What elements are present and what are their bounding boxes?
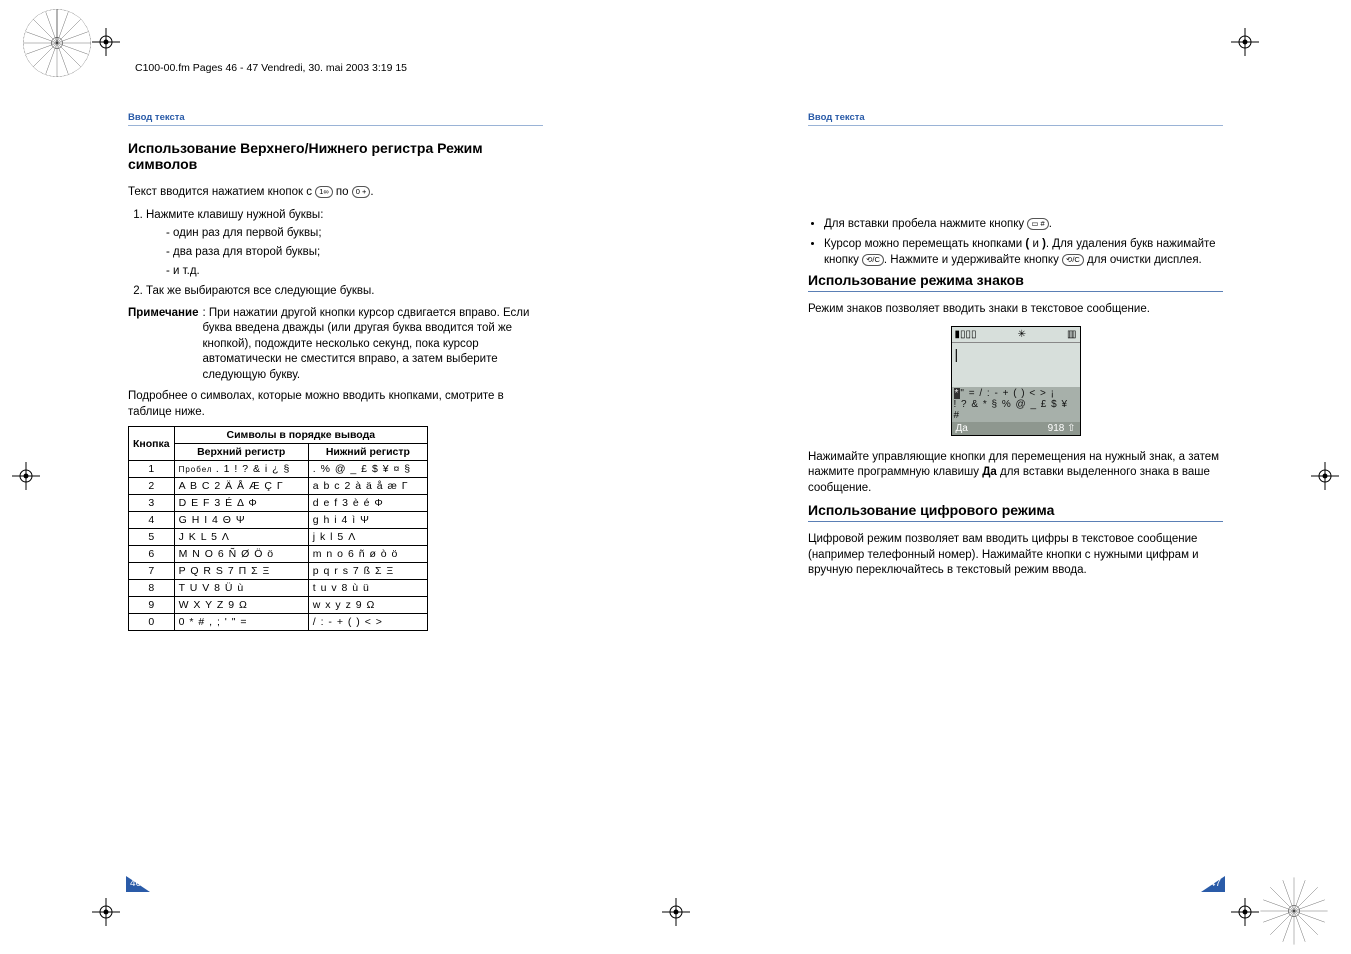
signal-icon: ▮▯▯▯	[955, 329, 977, 340]
th-lower: Нижний регистр	[308, 444, 427, 461]
para-digits: Цифровой режим позволяет вам вводить циф…	[808, 532, 1223, 579]
table-intro: Подробнее о символах, которые можно ввод…	[128, 389, 543, 420]
note-block: Примечание : При нажатии другой кнопки к…	[128, 306, 543, 384]
intro-paragraph: Текст вводится нажатием кнопок с 1∞ по 0…	[128, 185, 543, 201]
mode-icon: ✳	[1018, 329, 1026, 340]
phone-text-area: |	[952, 343, 1080, 387]
step-2: Так же выбираются все следующие буквы.	[146, 283, 543, 300]
section-title: Использование режима знаков	[808, 272, 1223, 292]
softkey-right: 918 ⇧	[1048, 423, 1076, 434]
characters-table: Кнопка Символы в порядке вывода Верхний …	[128, 426, 428, 631]
section-title: Использование цифрового режима	[808, 502, 1223, 522]
running-head: Ввод текста	[808, 112, 1223, 126]
running-head: Ввод текста	[128, 112, 543, 126]
table-row: 4G H I 4 Θ Ψg h i 4 ì Ψ	[129, 512, 428, 529]
key-1-icon: 1∞	[315, 186, 333, 198]
registration-mark-icon	[92, 898, 120, 926]
phone-status-bar: ▮▯▯▯ ✳ ▥	[952, 327, 1080, 343]
key-hash-icon: ▭ #	[1027, 218, 1048, 230]
table-row: 5J K L 5 Λj k l 5 Λ	[129, 529, 428, 546]
bullets: Для вставки пробела нажмите кнопку ▭ #. …	[808, 216, 1223, 268]
nav-left-icon: (	[1025, 238, 1029, 250]
table-row: 9W X Y Z 9 Ωw x y z 9 Ω	[129, 597, 428, 614]
rosette-icon	[22, 8, 92, 78]
registration-mark-icon	[12, 462, 40, 490]
table-row: 00 * # , ; ' " =/ : - + ( ) < >	[129, 614, 428, 631]
key-0-icon: 0 +	[352, 186, 371, 198]
registration-mark-icon	[1311, 462, 1339, 490]
section-title: Использование Верхнего/Нижнего регистра …	[128, 140, 543, 175]
phone-screen: ▮▯▯▯ ✳ ▥ | *" = / : - + ( ) < > ¡ ! ? & …	[951, 326, 1081, 436]
key-clear-icon: ⟲/C	[862, 254, 884, 266]
page-number-right: 47	[1201, 876, 1225, 892]
bullet-cursor: Курсор можно перемещать кнопками ( и ). …	[824, 236, 1223, 268]
battery-icon: ▥	[1067, 329, 1076, 340]
step-1: Нажмите клавишу нужной буквы: - один раз…	[146, 207, 543, 280]
page-number-left: 46	[126, 876, 150, 892]
table-row: 1Пробел . 1 ! ? & i ¿ §. % @ _ £ $ ¥ ¤ §	[129, 461, 428, 478]
para-signs: Режим знаков позволяет вводить знаки в т…	[808, 302, 1223, 318]
rosette-icon	[1259, 876, 1329, 946]
page-left: Ввод текста Использование Верхнего/Нижне…	[128, 112, 543, 884]
registration-mark-icon	[92, 28, 120, 56]
page-spread: Ввод текста Использование Верхнего/Нижне…	[128, 112, 1223, 884]
th-key: Кнопка	[129, 427, 175, 461]
registration-mark-icon	[662, 898, 690, 926]
phone-softkeys: Да 918 ⇧	[952, 422, 1080, 435]
steps-list: Нажмите клавишу нужной буквы: - один раз…	[128, 207, 543, 300]
bullet-space: Для вставки пробела нажмите кнопку ▭ #.	[824, 216, 1223, 232]
table-row: 3D E F 3 É Δ Φd e f 3 è é Φ	[129, 495, 428, 512]
th-upper: Верхний регистр	[174, 444, 308, 461]
page-right: Ввод текста Для вставки пробела нажмите …	[808, 112, 1223, 884]
phone-symbol-row: *" = / : - + ( ) < > ¡ ! ? & * § % @ _ £…	[952, 387, 1080, 422]
softkey-left: Да	[956, 423, 968, 434]
document-header: C100-00.fm Pages 46 - 47 Vendredi, 30. m…	[135, 62, 407, 74]
table-row: 7P Q R S 7 Π Σ Ξp q r s 7 ß Σ Ξ	[129, 563, 428, 580]
registration-mark-icon	[1231, 28, 1259, 56]
table-row: 2A B C 2 Ä Å Æ Ç Γa b c 2 à ä å æ Γ	[129, 478, 428, 495]
key-clear-icon: ⟲/C	[1062, 254, 1084, 266]
table-row: 8T U V 8 Ü ùt u v 8 ù ü	[129, 580, 428, 597]
para-signs-how: Нажимайте управляющие кнопки для перемещ…	[808, 450, 1223, 497]
registration-mark-icon	[1231, 898, 1259, 926]
th-order: Символы в порядке вывода	[174, 427, 427, 444]
table-row: 6M N O 6 Ñ Ø Ö öm n o 6 ñ ø ò ö	[129, 546, 428, 563]
